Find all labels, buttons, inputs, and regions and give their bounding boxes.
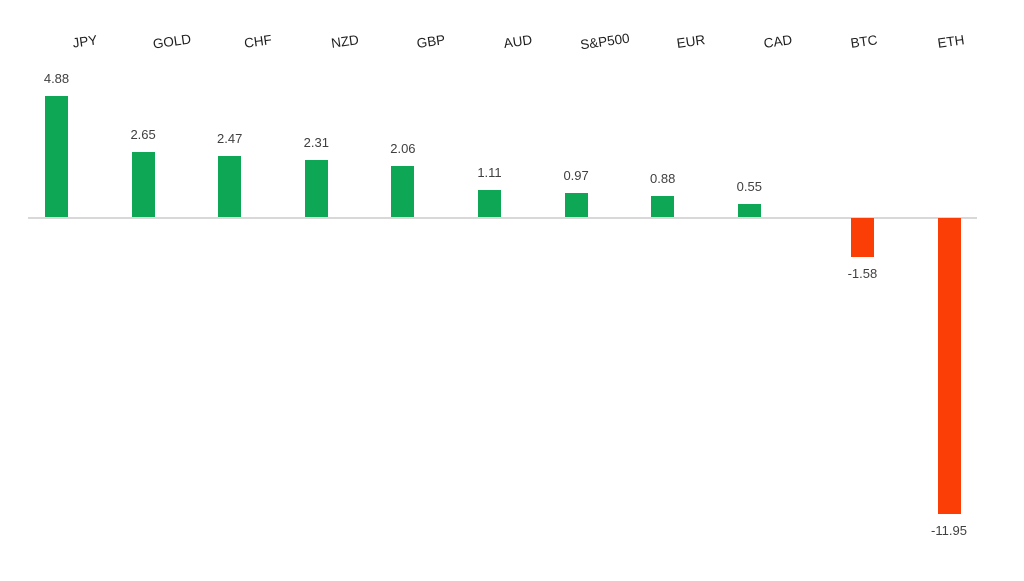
bar-eur xyxy=(651,195,675,218)
category-label-gold: GOLD xyxy=(151,31,192,52)
category-label-eth: ETH xyxy=(936,32,966,51)
value-label-eth: -11.95 xyxy=(931,522,967,538)
bar-sp500 xyxy=(564,193,588,218)
category-label-jpy: JPY xyxy=(71,32,99,51)
category-label-aud: AUD xyxy=(502,32,534,51)
x-axis-line xyxy=(28,216,977,219)
value-label-aud: 1.11 xyxy=(477,164,502,180)
value-label-eur: 0.88 xyxy=(650,170,676,186)
bar-eth xyxy=(937,217,961,514)
value-label-gold: 2.65 xyxy=(130,126,156,142)
value-label-sp500: 0.97 xyxy=(563,168,589,184)
value-label-cad: 0.55 xyxy=(736,178,762,194)
value-label-gbp: 2.06 xyxy=(390,141,416,157)
category-label-sp500: S&P500 xyxy=(578,30,631,53)
category-label-nzd: NZD xyxy=(329,32,360,51)
bar-gbp xyxy=(391,166,415,218)
category-label-gbp: GBP xyxy=(416,32,447,51)
value-label-btc: -1.58 xyxy=(847,265,878,281)
category-label-eur: EUR xyxy=(675,32,707,51)
bar-chf xyxy=(218,156,242,218)
value-label-chf: 2.47 xyxy=(217,131,243,147)
bar-gold xyxy=(131,151,155,218)
category-label-btc: BTC xyxy=(849,32,879,51)
bar-btc xyxy=(850,217,874,257)
bar-nzd xyxy=(304,160,328,218)
category-label-cad: CAD xyxy=(762,32,793,51)
value-label-nzd: 2.31 xyxy=(303,135,329,151)
bar-cad xyxy=(737,203,761,218)
bar-aud xyxy=(478,189,501,218)
value-label-jpy: 4.88 xyxy=(43,71,70,87)
bar-jpy xyxy=(45,96,68,218)
category-label-chf: CHF xyxy=(243,32,273,51)
